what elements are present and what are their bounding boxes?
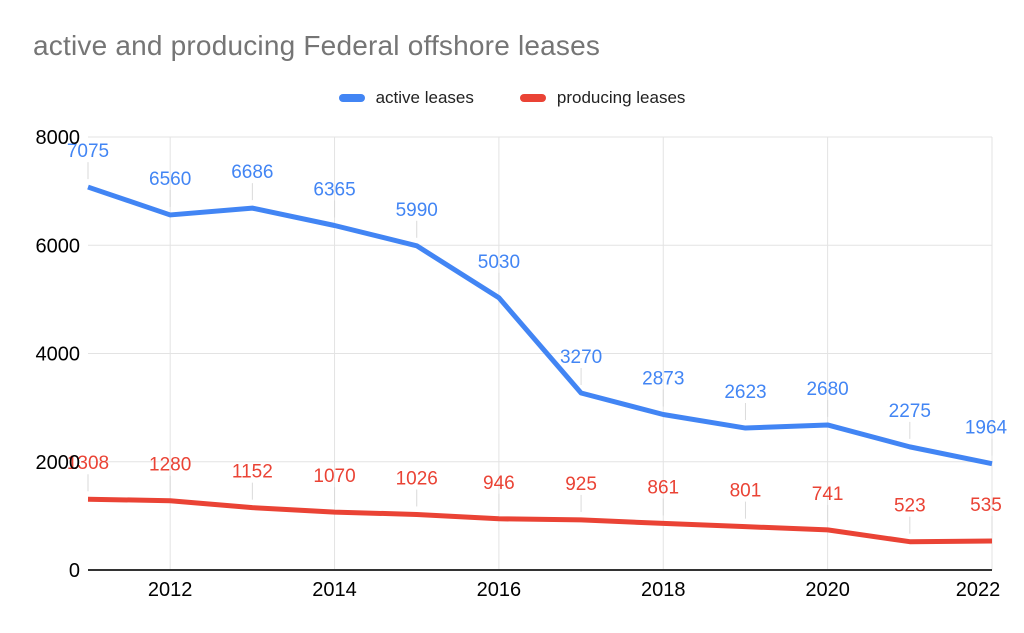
series-line-active-leases	[87, 184, 993, 467]
data-label: 6560	[149, 169, 191, 190]
data-label: 6686	[231, 162, 273, 183]
legend-item-producing-leases: producing leases	[519, 88, 686, 108]
chart-legend: active leases producing leases	[0, 88, 1024, 108]
series-line-producing-leases	[87, 496, 993, 545]
data-label: 2873	[642, 368, 684, 389]
data-label: 2275	[889, 401, 931, 422]
data-label: 1308	[67, 453, 109, 474]
data-label: 1152	[232, 462, 273, 483]
x-axis-tick-label: 2022	[956, 579, 1001, 601]
y-axis-tick-label: 6000	[36, 235, 81, 257]
data-label: 7075	[67, 141, 109, 162]
x-axis-tick-label: 2018	[641, 579, 686, 601]
data-label: 1070	[313, 466, 355, 487]
y-axis-tick-label: 0	[69, 560, 80, 582]
data-label: 925	[565, 474, 597, 495]
y-axis-tick-label: 4000	[36, 344, 81, 366]
data-label: 523	[894, 496, 926, 517]
legend-label-active-leases: active leases	[375, 88, 474, 107]
data-label: 2680	[806, 379, 848, 400]
data-label: 946	[483, 473, 515, 494]
legend-label-producing-leases: producing leases	[556, 88, 686, 107]
data-label: 741	[812, 484, 844, 505]
data-label: 5030	[478, 252, 520, 273]
data-label: 801	[730, 481, 762, 502]
data-label: 2623	[724, 382, 766, 403]
y-axis-tick-label: 8000	[36, 127, 81, 149]
legend-swatch-producing-leases-icon	[519, 94, 546, 102]
x-axis-tick-label: 2014	[312, 579, 357, 601]
legend-swatch-active-leases-icon	[338, 94, 365, 102]
chart-title: active and producing Federal offshore le…	[33, 30, 601, 61]
y-axis-tick-label: 2000	[36, 452, 81, 474]
legend-item-active-leases: active leases	[338, 88, 474, 108]
x-axis-tick-label: 2016	[477, 579, 522, 601]
data-label: 6365	[313, 179, 355, 200]
data-label: 861	[647, 477, 679, 498]
x-axis-tick-label: 2020	[805, 579, 850, 601]
data-label: 535	[970, 495, 1002, 516]
data-label: 1026	[396, 468, 438, 489]
data-label: 5990	[396, 200, 438, 221]
data-label: 1964	[965, 418, 1008, 439]
x-axis-tick-label: 2012	[148, 579, 193, 601]
data-label: 1280	[149, 455, 191, 476]
data-label: 3270	[560, 347, 602, 368]
